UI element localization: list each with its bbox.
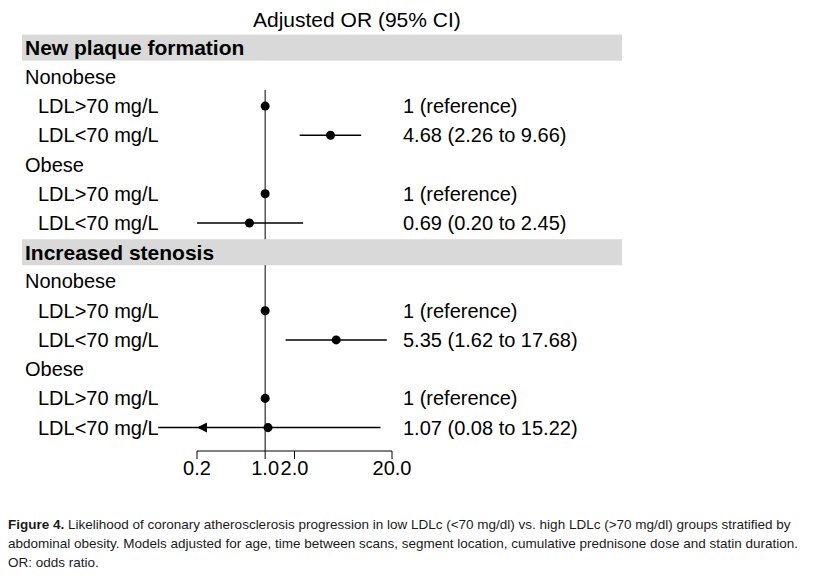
svg-text:Obese: Obese [25,154,84,176]
svg-text:LDL>70 mg/L: LDL>70 mg/L [38,387,159,409]
svg-text:5.35 (1.62 to 17.68): 5.35 (1.62 to 17.68) [403,329,578,351]
html-text:Adjusted OR (95% CI): Adjusted OR (95% CI) [253,8,461,31]
svg-text:2.0: 2.0 [281,457,309,479]
svg-text:1 (reference): 1 (reference) [403,300,518,322]
svg-text:Increased stenosis: Increased stenosis [25,241,214,264]
svg-text:1 (reference): 1 (reference) [403,95,518,117]
svg-text:Obese: Obese [25,358,84,380]
svg-text:0.2: 0.2 [183,457,211,479]
svg-text:LDL<70 mg/L: LDL<70 mg/L [38,329,159,351]
svg-text:LDL>70 mg/L: LDL>70 mg/L [38,95,159,117]
svg-text:New plaque formation: New plaque formation [25,36,244,59]
html-text:Figure 4. Likelihood of corona: Figure 4. Likelihood of coronary atheros… [8,517,798,570]
svg-text:1.0: 1.0 [251,457,279,479]
svg-text:Nonobese: Nonobese [25,66,116,88]
svg-text:1 (reference): 1 (reference) [403,387,518,409]
svg-text:1.07 (0.08 to 15.22): 1.07 (0.08 to 15.22) [403,417,578,439]
svg-text:1 (reference): 1 (reference) [403,183,518,205]
svg-text:LDL<70 mg/L: LDL<70 mg/L [38,212,159,234]
svg-text:LDL>70 mg/L: LDL>70 mg/L [38,300,159,322]
svg-text:4.68 (2.26 to 9.66): 4.68 (2.26 to 9.66) [403,124,566,146]
svg-text:0.69 (0.20 to 2.45): 0.69 (0.20 to 2.45) [403,212,566,234]
svg-text:LDL>70 mg/L: LDL>70 mg/L [38,183,159,205]
svg-text:LDL<70 mg/L: LDL<70 mg/L [38,417,159,439]
svg-text:20.0: 20.0 [373,457,412,479]
svg-text:Nonobese: Nonobese [25,270,116,292]
svg-text:LDL<70 mg/L: LDL<70 mg/L [38,124,159,146]
